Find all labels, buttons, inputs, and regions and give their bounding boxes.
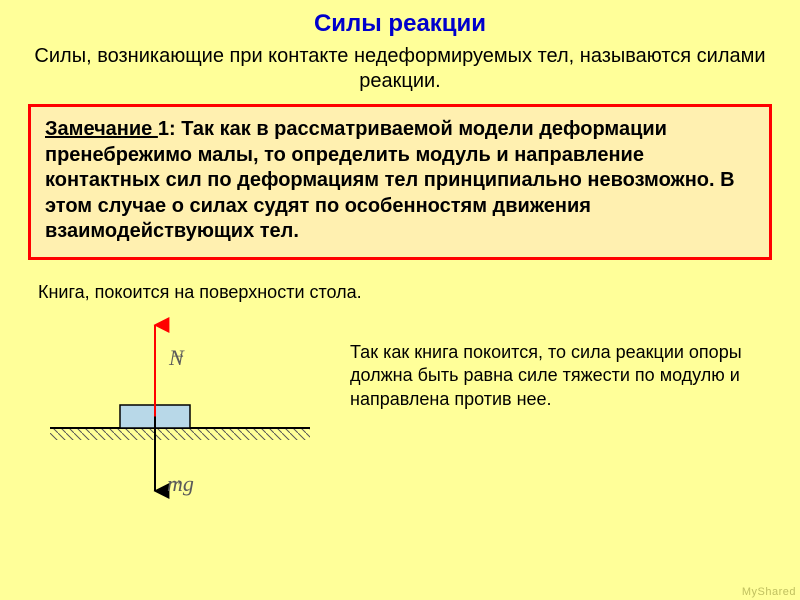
page-title: Силы реакции <box>0 0 800 44</box>
label-gravity-force: → mg <box>167 471 194 497</box>
watermark: MyShared <box>742 586 796 598</box>
force-diagram: → N → mg <box>50 313 350 513</box>
caption-text: Книга, покоится на поверхности стола. <box>0 260 800 303</box>
explanation-text: Так как книга покоится, то сила реакции … <box>350 313 800 411</box>
lower-section: → N → mg Так как книга покоится, то сила… <box>0 303 800 513</box>
label-normal-force: → N <box>169 345 184 371</box>
note-box: Замечание 1: Так как в рассматриваемой м… <box>28 104 772 260</box>
definition-text: Силы, возникающие при контакте недеформи… <box>0 44 800 104</box>
note-lead: Замечание <box>45 118 158 140</box>
